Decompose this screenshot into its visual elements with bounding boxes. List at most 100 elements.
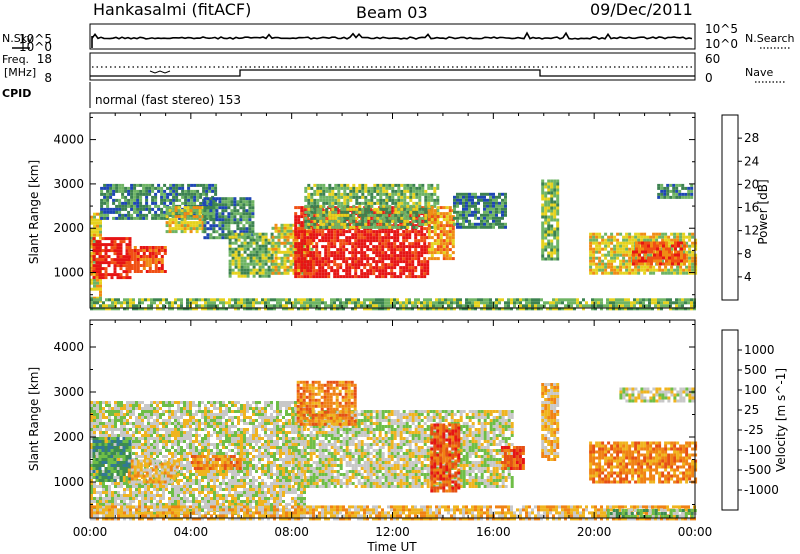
data-cell bbox=[607, 250, 611, 254]
data-cell bbox=[119, 243, 123, 247]
data-cell bbox=[154, 261, 158, 264]
data-cell bbox=[414, 257, 418, 261]
data-cell bbox=[438, 298, 441, 302]
data-cell bbox=[150, 298, 153, 302]
data-cell bbox=[183, 224, 187, 228]
data-cell bbox=[625, 247, 629, 251]
data-cell bbox=[334, 222, 338, 226]
data-cell bbox=[622, 265, 626, 269]
data-cell bbox=[96, 407, 99, 410]
data-cell bbox=[342, 248, 346, 252]
data-cell bbox=[300, 230, 304, 234]
data-cell bbox=[165, 230, 169, 234]
data-cell bbox=[119, 237, 123, 241]
cpid-panel: CPID normal (fast stereo) 153 bbox=[2, 82, 241, 108]
data-cell bbox=[249, 250, 253, 254]
data-cell bbox=[384, 257, 388, 261]
data-cell bbox=[423, 248, 427, 252]
data-cell bbox=[685, 235, 689, 239]
data-cell bbox=[402, 242, 406, 246]
data-cell bbox=[459, 213, 462, 217]
data-cell bbox=[189, 298, 192, 302]
data-cell bbox=[90, 245, 93, 249]
data-cell bbox=[405, 304, 408, 308]
data-cell bbox=[111, 304, 114, 308]
data-cell bbox=[343, 219, 347, 223]
data-cell bbox=[151, 183, 155, 187]
data-cell bbox=[154, 201, 158, 205]
data-cell bbox=[303, 298, 306, 302]
y-tick-label: 1000 bbox=[53, 266, 84, 280]
data-cell bbox=[659, 262, 662, 266]
data-cell bbox=[96, 491, 99, 494]
data-cell bbox=[427, 195, 431, 199]
data-cell bbox=[691, 256, 695, 260]
data-cell bbox=[372, 269, 376, 273]
data-cell bbox=[336, 298, 339, 302]
data-cell bbox=[387, 298, 390, 302]
data-cell bbox=[349, 219, 353, 223]
data-cell bbox=[90, 488, 93, 491]
data-cell bbox=[619, 259, 623, 263]
data-cell bbox=[427, 212, 431, 216]
data-cell bbox=[694, 265, 698, 269]
data-cell bbox=[90, 452, 93, 455]
data-cell bbox=[201, 230, 205, 234]
data-cell bbox=[99, 449, 102, 452]
data-cell bbox=[492, 307, 495, 311]
data-cell bbox=[312, 301, 315, 305]
data-cell bbox=[130, 189, 134, 193]
data-cell bbox=[115, 198, 119, 202]
data-cell bbox=[369, 301, 372, 305]
data-cell bbox=[354, 221, 358, 225]
data-cell bbox=[667, 268, 671, 272]
data-cell bbox=[402, 269, 406, 273]
data-cell bbox=[601, 259, 605, 263]
data-cell bbox=[400, 189, 404, 193]
data-cell bbox=[553, 182, 557, 186]
data-cell bbox=[541, 245, 545, 249]
data-cell bbox=[255, 250, 259, 254]
data-cell bbox=[135, 304, 138, 308]
data-cell bbox=[354, 275, 358, 279]
data-cell bbox=[157, 270, 161, 273]
data-cell bbox=[218, 227, 222, 231]
data-cell bbox=[136, 264, 140, 267]
data-cell bbox=[99, 218, 102, 222]
data-cell bbox=[349, 225, 353, 229]
data-cell bbox=[550, 188, 554, 192]
data-cell bbox=[384, 269, 388, 273]
data-cell bbox=[660, 301, 663, 305]
data-cell bbox=[325, 189, 329, 193]
data-cell bbox=[665, 253, 668, 257]
data-cell bbox=[589, 268, 593, 272]
data-cell bbox=[351, 301, 354, 305]
data-cell bbox=[215, 236, 219, 240]
data-cell bbox=[105, 431, 108, 434]
data-cell bbox=[95, 270, 99, 274]
data-cell bbox=[501, 198, 504, 202]
data-cell bbox=[375, 248, 379, 252]
data-cell bbox=[477, 207, 480, 211]
data-cell bbox=[372, 233, 376, 237]
data-cell bbox=[495, 207, 498, 211]
data-cell bbox=[92, 237, 96, 241]
data-cell bbox=[145, 249, 149, 252]
data-cell bbox=[399, 266, 403, 270]
data-cell bbox=[486, 198, 489, 202]
data-cell bbox=[354, 298, 357, 302]
y-tick-label: 3000 bbox=[53, 177, 84, 191]
data-cell bbox=[114, 413, 117, 416]
data-cell bbox=[690, 298, 693, 302]
data-cell bbox=[96, 212, 99, 216]
data-cell bbox=[90, 233, 93, 237]
data-cell bbox=[95, 261, 99, 265]
data-cell bbox=[405, 230, 409, 234]
data-cell bbox=[96, 500, 99, 503]
data-cell bbox=[504, 307, 507, 311]
data-cell bbox=[451, 245, 455, 249]
data-cell bbox=[172, 189, 176, 193]
data-cell bbox=[628, 235, 632, 239]
data-cell bbox=[483, 204, 486, 208]
data-cell bbox=[147, 307, 150, 311]
